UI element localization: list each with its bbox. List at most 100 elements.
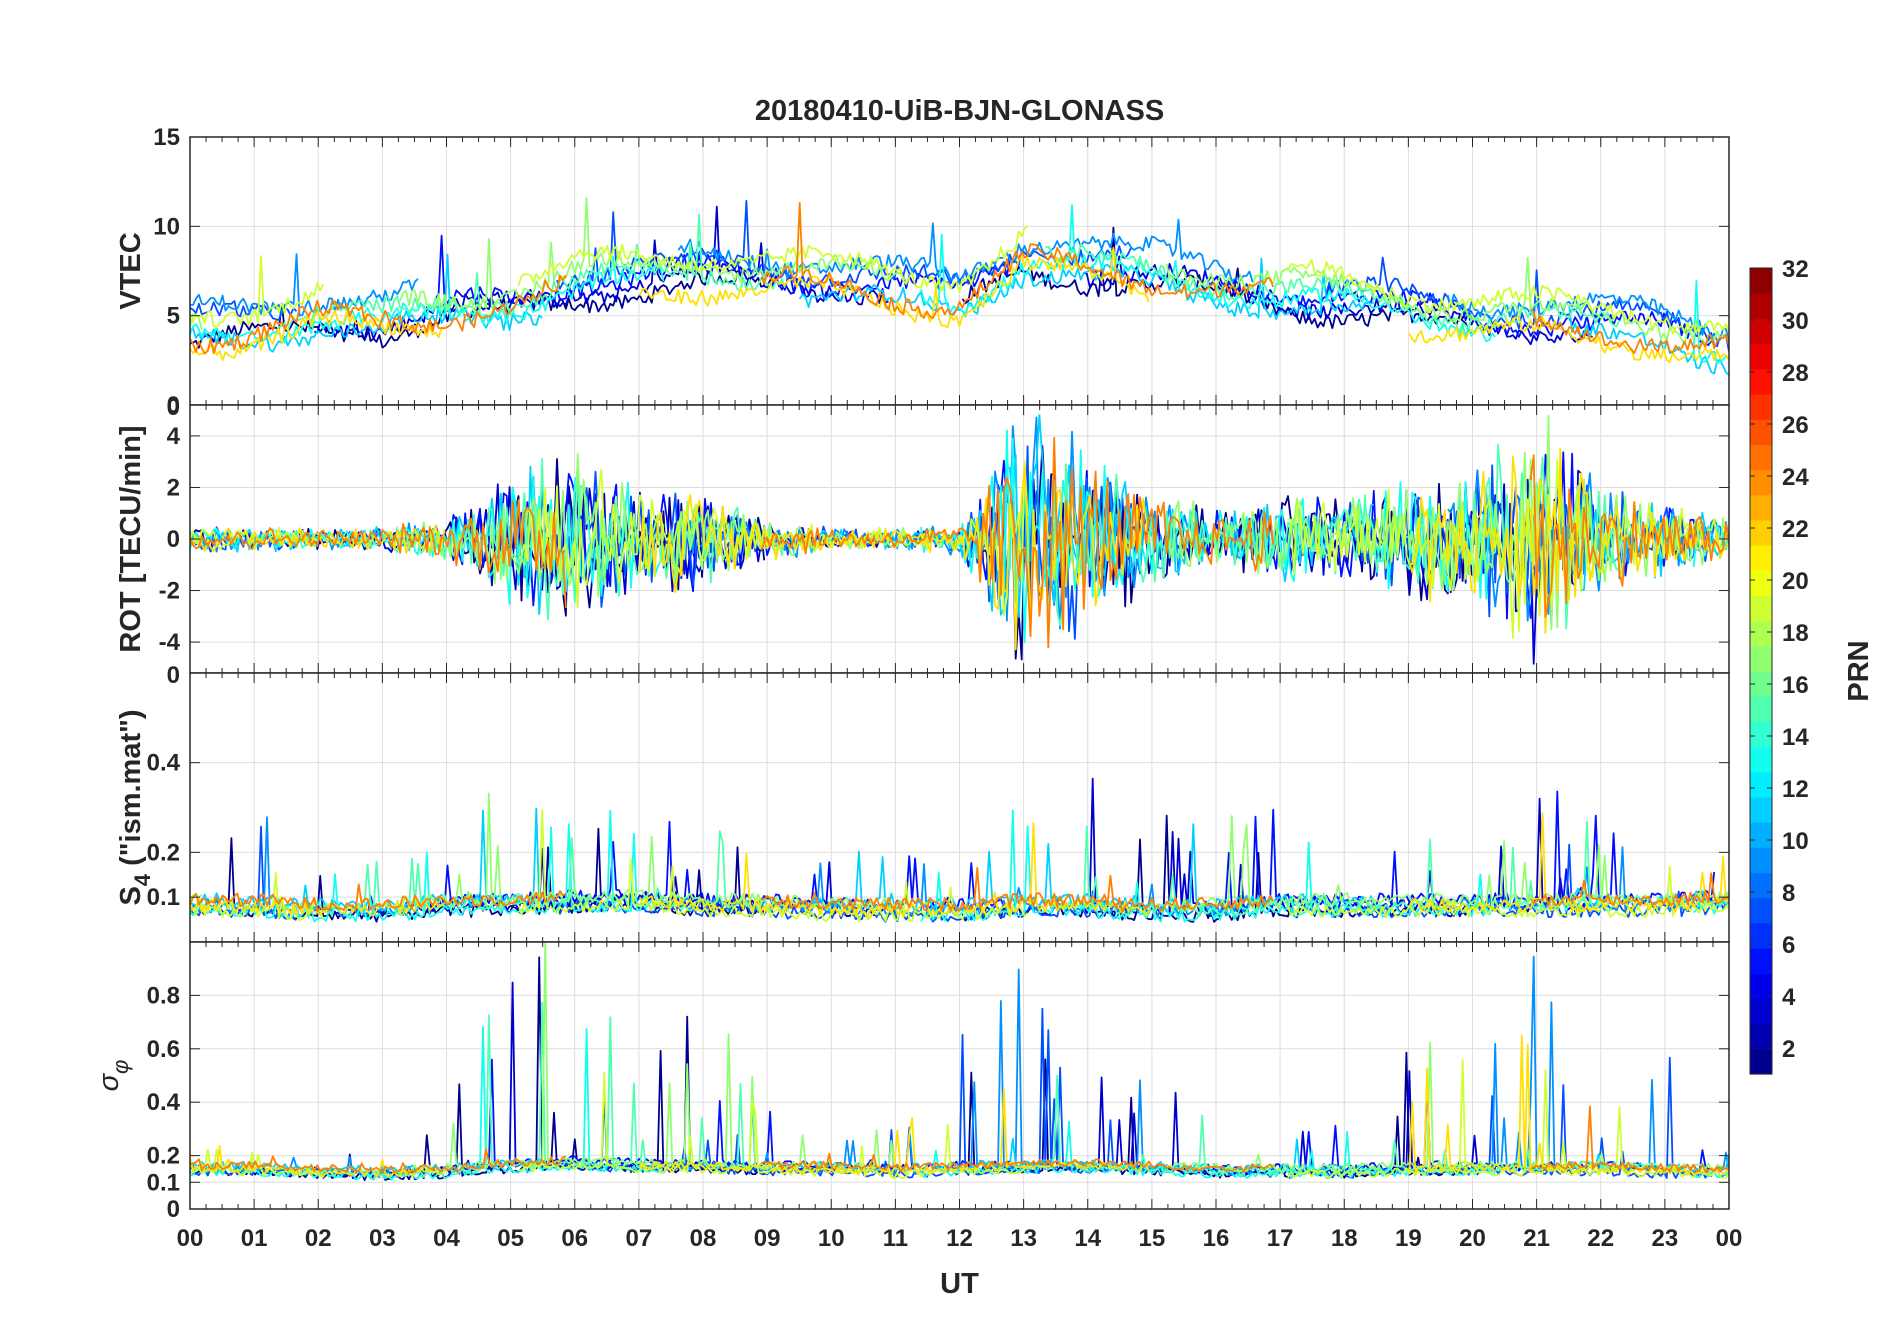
colorbar-swatch (1750, 419, 1772, 445)
y-tick-label: 15 (153, 124, 180, 151)
colorbar-swatch (1750, 444, 1772, 471)
colorbar-swatch (1750, 721, 1772, 748)
panel-traces-vtec (190, 197, 1729, 376)
colorbar-swatch (1750, 570, 1772, 597)
colorbar-swatch (1750, 822, 1772, 848)
x-tick-label: 08 (690, 1225, 717, 1252)
y-tick-label: 0.8 (147, 982, 180, 1009)
colorbar-tick-label: 4 (1782, 984, 1796, 1011)
x-tick-label: 07 (626, 1225, 653, 1252)
y-tick-label: 0.2 (147, 839, 180, 866)
y-tick-label: 2 (167, 474, 180, 501)
colorbar-swatch (1750, 645, 1772, 672)
y-tick-label: 4 (167, 423, 181, 450)
series-line-vtec-9 (190, 225, 1729, 335)
chart-title: 20180410-UiB-BJN-GLONASS (755, 95, 1164, 127)
y-axis-label-sigma_phi: σφ (93, 1060, 133, 1092)
x-tick-label: 14 (1074, 1225, 1101, 1252)
colorbar-tick-label: 22 (1782, 516, 1809, 543)
x-tick-label: 15 (1139, 1225, 1166, 1252)
x-tick-label: 00 (177, 1225, 204, 1252)
y-axis-label-sub: φ (108, 1060, 133, 1074)
panel-traces-rot (190, 414, 1729, 665)
x-tick-label: 20 (1459, 1225, 1486, 1252)
y-tick-label: 0.6 (147, 1036, 180, 1063)
y-tick-label: 0.4 (147, 750, 181, 777)
colorbar-swatch (1750, 973, 1772, 1000)
panel-vtec: 0 5 10 15 VTEC (115, 124, 1730, 419)
colorbar-swatch (1750, 872, 1772, 899)
series-line-vtec-11 (190, 202, 1729, 355)
x-tick-label: 19 (1395, 1225, 1422, 1252)
x-tick-label: 00 (1716, 1225, 1743, 1252)
x-tick-label: 05 (497, 1225, 524, 1252)
colorbar-swatch (1750, 847, 1772, 874)
series-line-vtec-4 (190, 218, 1729, 343)
colorbar-swatch (1750, 595, 1772, 622)
colorbar-swatch (1750, 293, 1772, 319)
colorbar-swatch (1750, 671, 1772, 697)
colorbar-tick-label: 24 (1782, 464, 1809, 491)
x-tick-label: 17 (1267, 1225, 1294, 1252)
series-line-rot-7 (274, 443, 1620, 630)
y-tick-label: 5 (167, 303, 180, 330)
colorbar-swatch (1750, 696, 1772, 722)
y-tick-label-top: 0 (167, 662, 180, 689)
x-tick-label: 02 (305, 1225, 332, 1252)
y-axis-label-main: S (115, 886, 147, 905)
colorbar-swatch (1750, 519, 1772, 546)
panel-traces-s4 (190, 777, 1729, 922)
colorbar-swatch (1750, 620, 1772, 647)
colorbar-tick-label: 16 (1782, 672, 1809, 699)
colorbar-tick-label: 26 (1782, 412, 1809, 439)
colorbar-tick-label: 28 (1782, 360, 1809, 387)
y-tick-label: 0 (167, 392, 180, 419)
colorbar-swatch (1750, 393, 1772, 420)
x-tick-label: 11 (883, 1225, 908, 1252)
y-tick-label-top: 0 (167, 394, 180, 421)
colorbar-tick-label: 8 (1782, 880, 1795, 907)
colorbar-swatch (1750, 343, 1772, 370)
title-layer: 20180410-UiB-BJN-GLONASS (755, 95, 1164, 127)
y-tick-label: 0.4 (147, 1089, 181, 1116)
colorbar-swatch (1750, 746, 1772, 773)
y-axis-label-s4: S4 ("ism.mat") (115, 709, 155, 905)
x-tick-label: 12 (946, 1225, 973, 1252)
x-tick-label: 16 (1203, 1225, 1230, 1252)
y-tick-label: -2 (159, 578, 180, 605)
colorbar-tick-label: 6 (1782, 932, 1795, 959)
colorbar-tick-label: 14 (1782, 724, 1809, 751)
colorbar-label: PRN (1843, 640, 1875, 701)
colorbar-swatch (1750, 771, 1772, 798)
x-tick-label: 22 (1587, 1225, 1614, 1252)
x-tick-label: 06 (561, 1225, 588, 1252)
x-tick-label: 04 (433, 1225, 460, 1252)
series-line-rot-11 (190, 436, 1729, 649)
series-line-vtec-7 (275, 213, 1621, 334)
y-tick-label: 0.1 (147, 1169, 180, 1196)
x-tick-label: 01 (241, 1225, 268, 1252)
panel-rot: -4 -2 0 2 4 0 ROT [TECU/min] (115, 394, 1730, 674)
x-tick-label: 13 (1010, 1225, 1037, 1252)
colorbar-swatch (1750, 796, 1772, 823)
colorbar-tick-label: 20 (1782, 568, 1809, 595)
x-tick-label: 23 (1652, 1225, 1679, 1252)
colorbar-tick-label: 18 (1782, 620, 1809, 647)
y-axis-label-rest: ("ism.mat") (115, 709, 147, 873)
series-line-s4-11 (190, 866, 1729, 913)
colorbar-tick-label: 2 (1782, 1036, 1795, 1063)
colorbar-swatch (1750, 494, 1772, 521)
y-axis-label-main: σ (93, 1072, 125, 1091)
panel-sigma_phi: 00.10.2 0.4 0.6 0.8 σφ (93, 941, 1730, 1223)
x-tick-label: 09 (754, 1225, 781, 1252)
colorbar-swatch (1750, 318, 1772, 345)
x-tick-label: 03 (369, 1225, 396, 1252)
panel-traces-sigma_phi (190, 942, 1729, 1181)
series-line-sigma_phi-11 (190, 1105, 1729, 1174)
x-tick-label: 10 (818, 1225, 845, 1252)
colorbar-swatch (1750, 998, 1772, 1025)
x-tick-label: 21 (1523, 1225, 1550, 1252)
colorbar-tick-label: 32 (1782, 256, 1809, 283)
